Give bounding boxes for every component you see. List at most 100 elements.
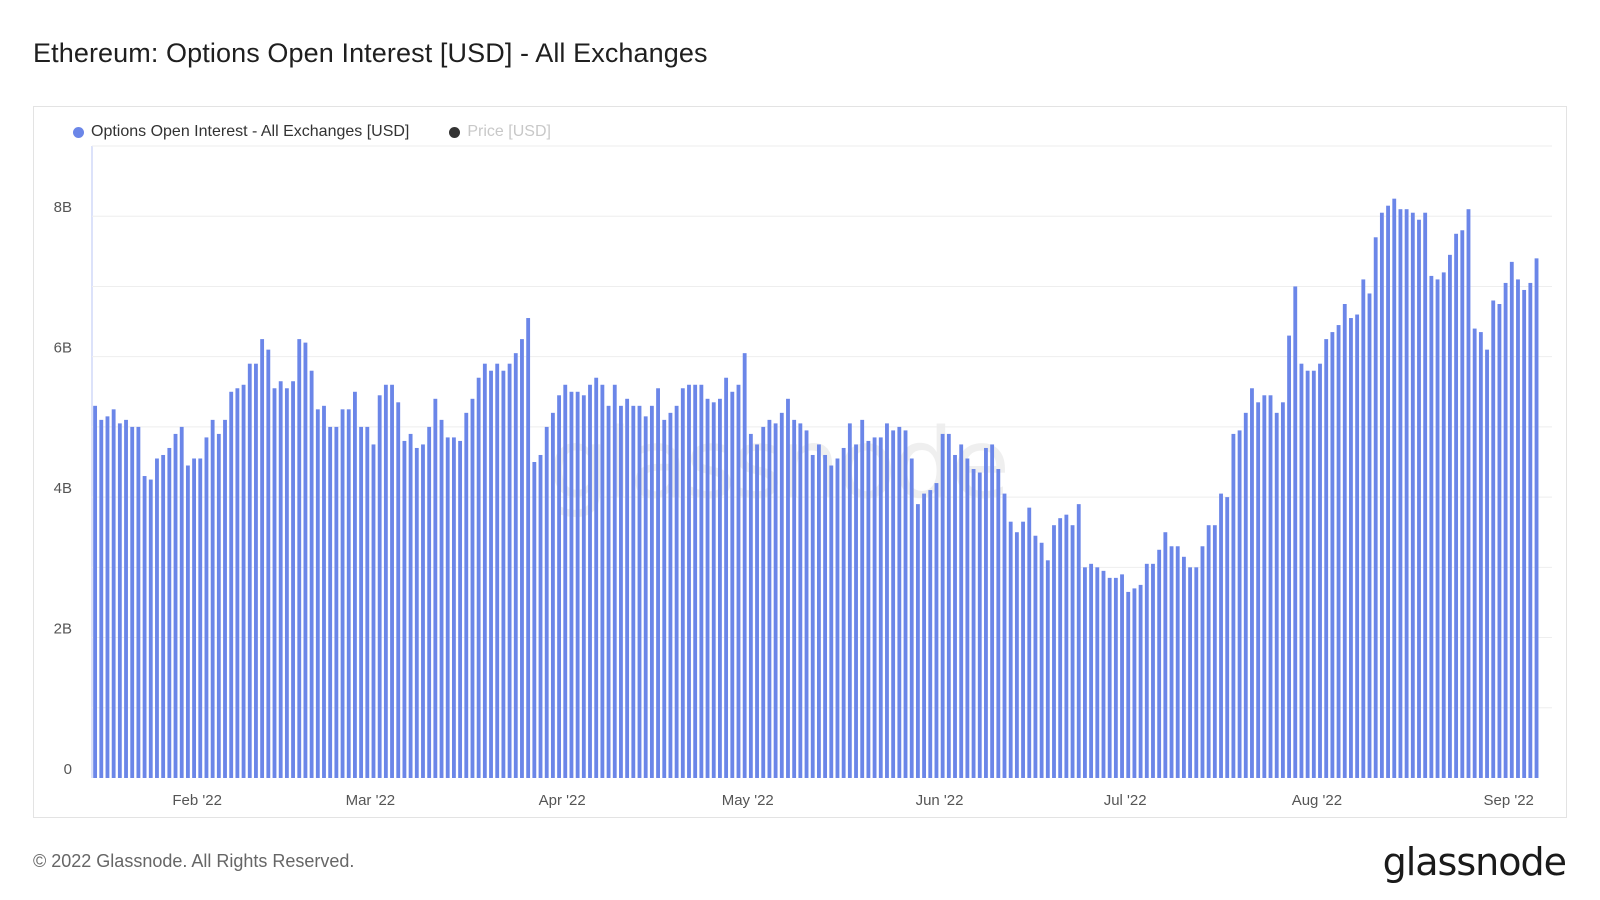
bar[interactable] — [643, 416, 648, 778]
bar[interactable] — [680, 388, 685, 778]
bar[interactable] — [1516, 279, 1520, 778]
bar[interactable] — [93, 405, 98, 778]
bar[interactable] — [371, 444, 376, 778]
bar[interactable] — [167, 447, 172, 778]
bar[interactable] — [353, 391, 357, 778]
bar[interactable] — [1225, 497, 1230, 778]
bar[interactable] — [928, 490, 933, 778]
bar[interactable] — [377, 395, 382, 778]
bar[interactable] — [1144, 563, 1149, 778]
bar[interactable] — [433, 398, 438, 778]
bar[interactable] — [408, 433, 413, 778]
bar[interactable] — [173, 433, 178, 778]
bar[interactable] — [1435, 279, 1440, 778]
bar[interactable] — [1534, 258, 1539, 778]
bar[interactable] — [1169, 546, 1174, 778]
bar[interactable] — [99, 419, 104, 778]
bar[interactable] — [674, 405, 679, 778]
bar[interactable] — [854, 444, 858, 778]
bar[interactable] — [631, 405, 636, 778]
bar[interactable] — [1113, 577, 1118, 778]
bar[interactable] — [885, 423, 889, 778]
bar[interactable] — [1181, 556, 1186, 778]
bar[interactable] — [1058, 518, 1063, 778]
bar[interactable] — [687, 384, 691, 778]
bar[interactable] — [1052, 525, 1056, 778]
bar[interactable] — [594, 377, 599, 778]
bar[interactable] — [1478, 332, 1483, 778]
bar[interactable] — [111, 409, 116, 778]
bar[interactable] — [272, 388, 277, 778]
bar[interactable] — [1305, 370, 1310, 778]
bar[interactable] — [254, 363, 258, 778]
bar[interactable] — [1045, 560, 1050, 778]
bar[interactable] — [427, 426, 432, 778]
bar[interactable] — [1379, 212, 1384, 778]
bar[interactable] — [136, 426, 141, 778]
bar[interactable] — [557, 395, 561, 778]
bar[interactable] — [1299, 363, 1304, 778]
bar[interactable] — [761, 426, 766, 778]
bar[interactable] — [241, 384, 246, 778]
bar[interactable] — [1064, 514, 1069, 778]
bar[interactable] — [223, 419, 227, 778]
bar[interactable] — [1324, 339, 1329, 778]
bar[interactable] — [767, 419, 772, 778]
bar[interactable] — [359, 426, 364, 778]
bar[interactable] — [1151, 563, 1155, 778]
bar[interactable] — [124, 419, 128, 778]
bar[interactable] — [1398, 209, 1403, 778]
bar[interactable] — [773, 423, 778, 778]
bar[interactable] — [965, 458, 970, 778]
bar[interactable] — [1485, 349, 1489, 778]
bar[interactable] — [501, 370, 506, 778]
bar[interactable] — [1330, 332, 1335, 778]
bar[interactable] — [421, 444, 425, 778]
bar[interactable] — [563, 384, 568, 778]
bar[interactable] — [1367, 293, 1372, 778]
bar[interactable] — [711, 402, 716, 778]
bar[interactable] — [1206, 525, 1211, 778]
bar[interactable] — [804, 430, 809, 778]
bar[interactable] — [260, 339, 265, 778]
bar[interactable] — [445, 437, 450, 778]
bar[interactable] — [1274, 412, 1279, 778]
bar[interactable] — [724, 377, 729, 778]
bar[interactable] — [1237, 430, 1242, 778]
bar[interactable] — [204, 437, 209, 778]
bar[interactable] — [216, 433, 221, 778]
bar[interactable] — [1126, 591, 1131, 778]
bar[interactable] — [1311, 370, 1316, 778]
bar[interactable] — [878, 437, 883, 778]
bar[interactable] — [495, 363, 500, 778]
bar[interactable] — [1429, 275, 1434, 778]
bar[interactable] — [823, 454, 828, 778]
bar[interactable] — [1157, 549, 1162, 778]
bar[interactable] — [291, 381, 295, 778]
bar[interactable] — [742, 353, 747, 778]
bar[interactable] — [569, 391, 574, 778]
bar[interactable] — [1089, 563, 1094, 778]
bar[interactable] — [142, 476, 147, 778]
bar[interactable] — [1466, 209, 1471, 778]
bar[interactable] — [755, 444, 759, 778]
bar[interactable] — [210, 419, 215, 778]
bar[interactable] — [984, 447, 988, 778]
bar[interactable] — [278, 381, 283, 778]
bar[interactable] — [482, 363, 487, 778]
bar[interactable] — [1417, 219, 1421, 779]
bar[interactable] — [1243, 412, 1248, 778]
bar[interactable] — [903, 430, 908, 778]
bar[interactable] — [538, 454, 543, 778]
bar[interactable] — [1014, 532, 1019, 778]
bar[interactable] — [229, 391, 234, 778]
bar[interactable] — [402, 440, 407, 778]
bar[interactable] — [179, 426, 184, 778]
bar[interactable] — [383, 384, 388, 778]
bar[interactable] — [977, 472, 982, 778]
legend-item-price[interactable]: Price [USD] — [449, 123, 551, 141]
bar[interactable] — [1039, 542, 1044, 778]
bar[interactable] — [748, 433, 753, 778]
bar[interactable] — [953, 454, 957, 778]
bar[interactable] — [1491, 300, 1496, 778]
